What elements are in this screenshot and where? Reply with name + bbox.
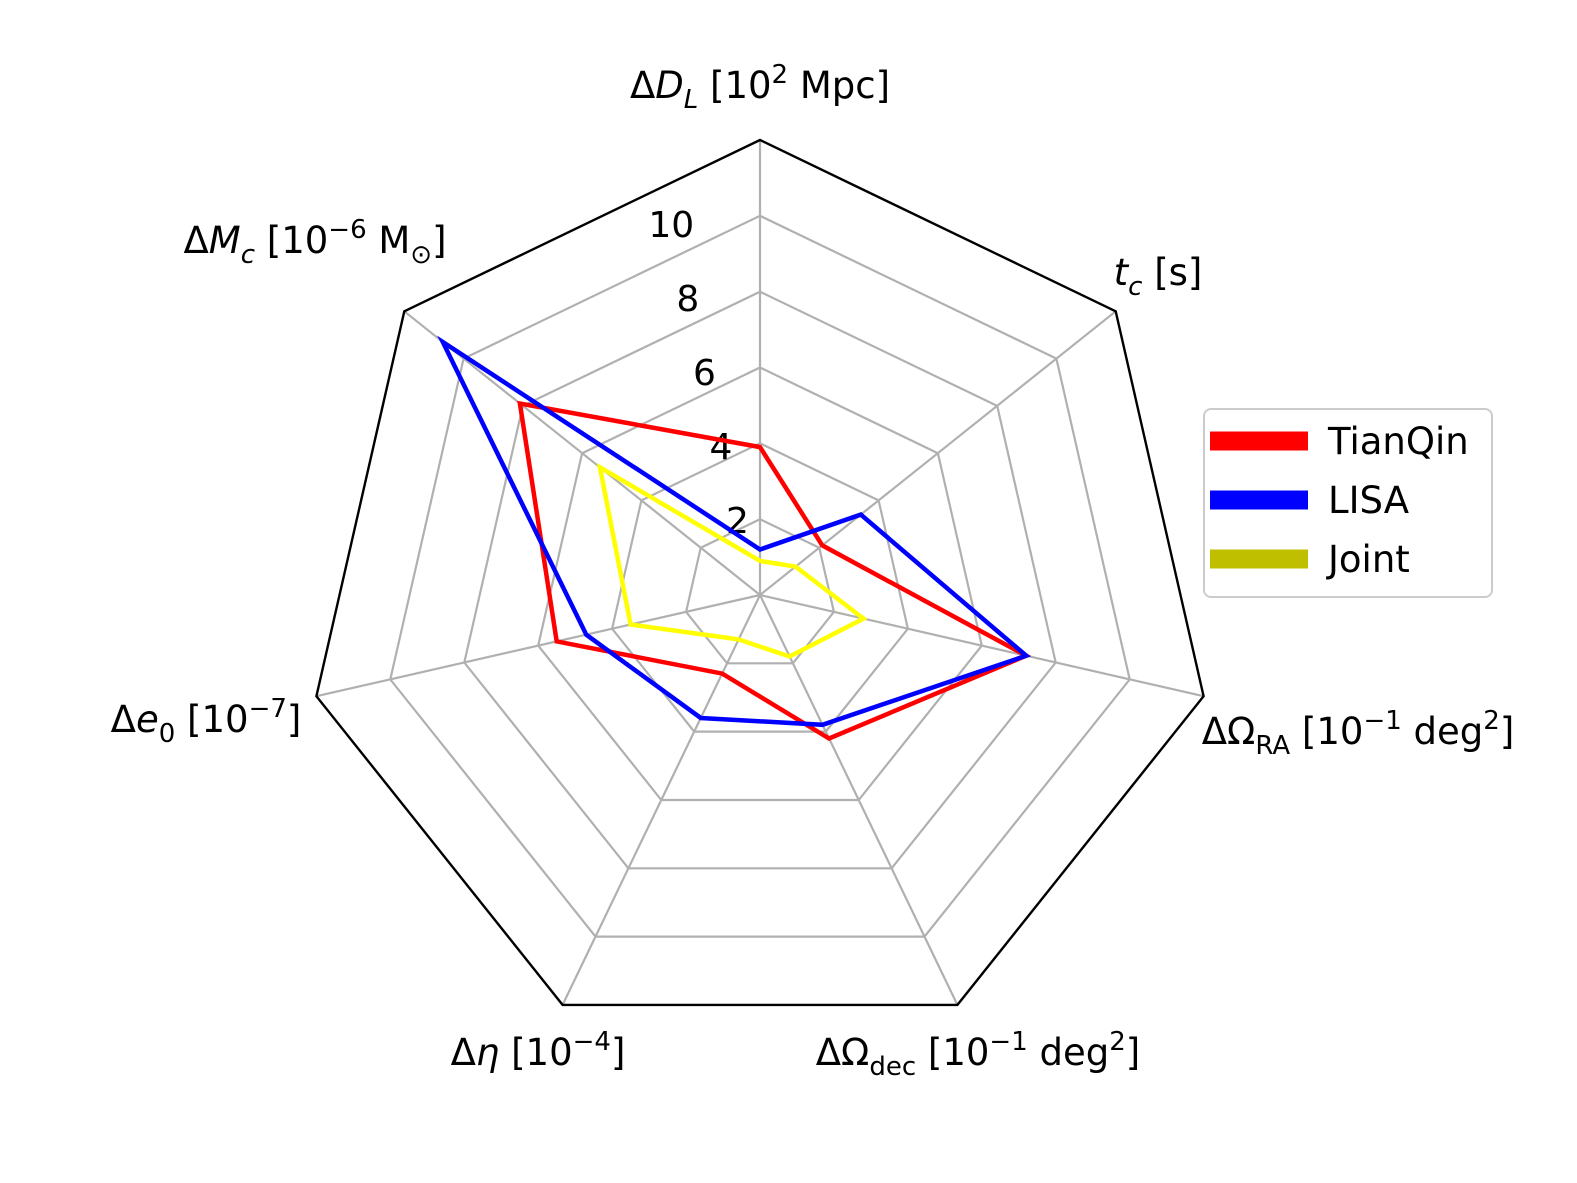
- axis-label-part: M: [367, 219, 411, 262]
- axis-label-part: Δ: [111, 698, 136, 741]
- axis-label-part: [10: [175, 698, 248, 741]
- axis-label-part: 2: [772, 60, 789, 90]
- axis-label-part: t: [1114, 251, 1130, 294]
- axis-label-part: ]: [1500, 710, 1514, 753]
- axis-label-part: dec: [869, 1052, 916, 1082]
- grid-spoke: [759, 593, 1204, 698]
- series-lisa-polygon: [437, 335, 1031, 728]
- radial-tick-label: 6: [693, 353, 716, 394]
- data-series: [437, 335, 1032, 742]
- axis-label-part: L: [684, 85, 699, 115]
- axis-label-part: c: [1128, 272, 1142, 302]
- axis-label-part: −4: [573, 1027, 611, 1057]
- outer-frame: [315, 138, 1205, 1007]
- axis-label-part: ΔΩ: [1202, 710, 1256, 753]
- axis-label-part: η: [476, 1031, 499, 1074]
- axis-label-part: −7: [249, 694, 287, 724]
- radial-tick-label: 4: [709, 427, 732, 468]
- radar-spokes: [316, 140, 1204, 1006]
- axis-label-part: [10: [255, 219, 328, 262]
- grid-spoke: [561, 594, 761, 1006]
- grid-ring: [537, 366, 983, 802]
- grid-spoke: [403, 310, 761, 596]
- series-joint-polygon: [596, 462, 868, 659]
- axis-label-part: ]: [287, 698, 301, 741]
- grid-spoke: [316, 593, 761, 698]
- radial-tick-label: 8: [676, 279, 699, 320]
- axis-label-part: e: [136, 698, 159, 741]
- axis-label-part: Mpc]: [788, 64, 890, 107]
- axis-label-part: ]: [432, 219, 446, 262]
- axis-label: ΔΩdec​ [10−1​ deg2​]: [816, 1027, 1140, 1082]
- radar-grid: [389, 214, 1131, 938]
- legend-label-lisa: LISA: [1328, 479, 1409, 522]
- axis-label-part: 0: [159, 719, 176, 749]
- axis-label-part: ]: [1126, 1031, 1140, 1074]
- axis-label-part: deg: [1028, 1031, 1110, 1074]
- axis-label-part: Δ: [451, 1031, 476, 1074]
- axis-label-part: [s]: [1142, 251, 1202, 294]
- axis-label: tc​ [s]: [1114, 251, 1203, 302]
- axis-label-part: 2: [1483, 706, 1500, 736]
- grid-ring: [610, 442, 910, 733]
- axis-label-part: [10: [698, 64, 771, 107]
- grid-ring: [389, 214, 1131, 938]
- axis-label-part: −6: [328, 215, 366, 245]
- axis-label-part: Δ: [183, 219, 208, 262]
- axis-label: ΔMc​ [10−6​ M⊙​]: [183, 215, 446, 270]
- grid-ring: [684, 517, 836, 665]
- axis-labels: ΔDL​ [102​ Mpc] tc​ [s] ΔΩRA​ [10−1​ deg2​…: [111, 60, 1515, 1082]
- axis-label: Δη [10−4​]: [451, 1027, 626, 1074]
- grid-spoke: [759, 310, 1117, 596]
- axis-label-part: [10: [916, 1031, 989, 1074]
- axis-label-part: c: [241, 240, 255, 270]
- axis-label-part: ]: [611, 1031, 625, 1074]
- axis-label-part: [10: [1290, 710, 1363, 753]
- axis-label-part: 2: [1109, 1027, 1126, 1057]
- axis-label: Δe0​ [10−7​]: [111, 694, 302, 749]
- radial-tick-label: 10: [648, 205, 694, 246]
- axis-label-part: ΔΩ: [816, 1031, 870, 1074]
- axis-label-part: deg: [1402, 710, 1484, 753]
- legend: TianQin LISA Joint: [1203, 408, 1493, 598]
- legend-label-tianqin: TianQin: [1327, 420, 1469, 463]
- axis-label: ΔΩRA​ [10−1​ deg2​]: [1202, 706, 1515, 761]
- axis-label-part: M: [209, 219, 241, 262]
- axis-label-part: −1: [989, 1027, 1027, 1057]
- series-tianqin-polygon: [517, 400, 1032, 742]
- axis-label-part: ⊙: [410, 240, 432, 270]
- axis-label-part: D: [655, 64, 684, 107]
- grid-ring: [463, 290, 1057, 870]
- radar-frame: [315, 138, 1205, 1007]
- axis-label-part: RA: [1255, 731, 1290, 761]
- axis-label-part: Δ: [630, 64, 655, 107]
- grid-spoke: [759, 594, 959, 1006]
- legend-label-joint: Joint: [1326, 538, 1410, 581]
- axis-label: ΔDL​ [102​ Mpc]: [630, 60, 890, 115]
- axis-label-part: −1: [1363, 706, 1401, 736]
- axis-label-part: [10: [499, 1031, 572, 1074]
